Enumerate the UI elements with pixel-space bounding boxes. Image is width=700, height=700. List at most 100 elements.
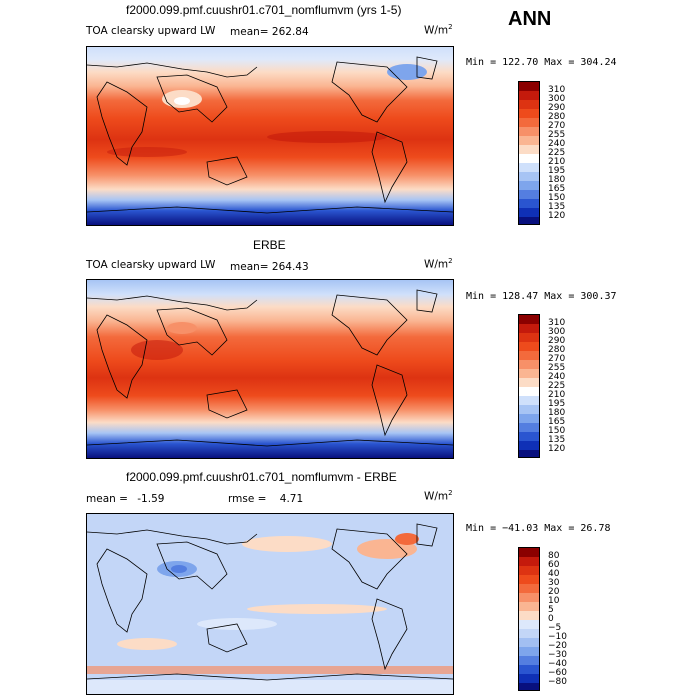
colorbar-segment bbox=[519, 414, 539, 423]
colorbar-segment bbox=[519, 647, 539, 656]
colorbar-tick-label: 180 bbox=[548, 407, 566, 418]
colorbar-segment bbox=[519, 360, 539, 369]
colorbar-tick-label: 180 bbox=[548, 174, 566, 185]
panel-2-units: W/m2 bbox=[424, 257, 453, 271]
colorbar-segment bbox=[519, 199, 539, 208]
panel-2-mean-label: mean= bbox=[230, 261, 269, 273]
panel-1-mean: mean= 262.84 bbox=[230, 26, 309, 38]
colorbar-segment bbox=[519, 136, 539, 145]
colorbar-segment bbox=[519, 665, 539, 674]
colorbar-tick-label: 30 bbox=[548, 577, 560, 588]
colorbar-tick-label: −80 bbox=[548, 676, 567, 687]
colorbar-segment bbox=[519, 333, 539, 342]
colorbar-tick-label: −10 bbox=[548, 631, 567, 642]
panel-1-pacific-band bbox=[267, 131, 387, 143]
colorbar-tick-label: −20 bbox=[548, 640, 567, 651]
panel-2-variable: TOA clearsky upward LW bbox=[86, 259, 216, 271]
panel-1-title: f2000.099.pmf.cuushr01.c701_nomflumvm (y… bbox=[126, 3, 402, 17]
colorbar-segment bbox=[519, 423, 539, 432]
panel-3-title: f2000.099.pmf.cuushr01.c701_nomflumvm - … bbox=[126, 470, 397, 484]
colorbar-tick-label: 290 bbox=[548, 335, 566, 346]
colorbar-segment bbox=[519, 638, 539, 647]
colorbar-segment bbox=[519, 548, 539, 557]
colorbar-tick-label: 255 bbox=[548, 362, 566, 373]
colorbar-segment bbox=[519, 190, 539, 199]
colorbar-tick-label: 310 bbox=[548, 84, 566, 95]
panel-2-map bbox=[86, 279, 454, 459]
colorbar-segment bbox=[519, 593, 539, 602]
colorbar-segment bbox=[519, 369, 539, 378]
colorbar-tick-label: 0 bbox=[548, 613, 554, 624]
colorbar-tick-label: 150 bbox=[548, 192, 566, 203]
panel-2-minmax: Min = 128.47 Max = 300.37 bbox=[466, 291, 617, 302]
colorbar-segment bbox=[519, 656, 539, 665]
colorbar-segment bbox=[519, 602, 539, 611]
panel-3-rmse-value: 4.71 bbox=[279, 493, 304, 505]
colorbar-segment bbox=[519, 315, 539, 324]
colorbar-tick-label: 210 bbox=[548, 156, 566, 167]
colorbar-tick-label: 240 bbox=[548, 138, 566, 149]
panel-3-coastlines bbox=[87, 523, 453, 681]
colorbar-tick-label: 80 bbox=[548, 550, 560, 561]
colorbar-tick-label: −30 bbox=[548, 649, 567, 660]
panel-1-units-exp: 2 bbox=[448, 23, 453, 31]
panel-3-diff-patch-a bbox=[242, 536, 332, 552]
colorbar-tick-label: 280 bbox=[548, 344, 566, 355]
colorbar-tick-label: 10 bbox=[548, 595, 560, 606]
colorbar-segment bbox=[519, 575, 539, 584]
colorbar-tick-label: 280 bbox=[548, 111, 566, 122]
colorbar-segment bbox=[519, 450, 539, 457]
colorbar-segment bbox=[519, 324, 539, 333]
colorbar-segment bbox=[519, 566, 539, 575]
panel-1-minmax: Min = 122.70 Max = 304.24 bbox=[466, 57, 617, 68]
colorbar-segment bbox=[519, 396, 539, 405]
panel-3-map bbox=[86, 513, 454, 695]
colorbar-segment bbox=[519, 91, 539, 100]
colorbar-segment bbox=[519, 611, 539, 620]
colorbar-tick-label: 20 bbox=[548, 586, 560, 597]
panel-2-coastlines bbox=[87, 289, 453, 447]
colorbar-segment bbox=[519, 441, 539, 450]
colorbar-tick-label: 40 bbox=[548, 568, 560, 579]
colorbar-segment bbox=[519, 405, 539, 414]
colorbar-tick-label: 195 bbox=[548, 165, 566, 176]
colorbar-tick-label: 135 bbox=[548, 201, 566, 212]
panel-3-diff-patch-c bbox=[395, 533, 419, 545]
colorbar-tick-label: 300 bbox=[548, 93, 566, 104]
colorbar-segment bbox=[519, 109, 539, 118]
panel-3-units-exp: 2 bbox=[448, 489, 453, 497]
colorbar-tick-label: 310 bbox=[548, 317, 566, 328]
panel-3-map-svg bbox=[87, 514, 453, 694]
colorbar-segment bbox=[519, 172, 539, 181]
panel-3-minmax: Min = −41.03 Max = 26.78 bbox=[466, 523, 611, 534]
panel-1-colorbar bbox=[518, 81, 540, 225]
colorbar-segment bbox=[519, 208, 539, 217]
colorbar-tick-label: −60 bbox=[548, 667, 567, 678]
panel-1-units-main: W/m bbox=[424, 24, 449, 37]
colorbar-segment bbox=[519, 181, 539, 190]
colorbar-segment bbox=[519, 432, 539, 441]
colorbar-segment bbox=[519, 351, 539, 360]
colorbar-tick-label: 120 bbox=[548, 443, 566, 454]
panel-3-colorbar bbox=[518, 547, 540, 691]
panel-3-diff-patch-h bbox=[117, 638, 177, 650]
panel-2-tibet-feature bbox=[167, 322, 197, 334]
colorbar-tick-label: 290 bbox=[548, 102, 566, 113]
colorbar-segment bbox=[519, 127, 539, 136]
colorbar-segment bbox=[519, 342, 539, 351]
colorbar-tick-label: −5 bbox=[548, 622, 562, 633]
colorbar-segment bbox=[519, 378, 539, 387]
panel-1-coastlines bbox=[87, 56, 453, 214]
colorbar-segment bbox=[519, 145, 539, 154]
panel-2-field bbox=[87, 280, 453, 458]
panel-3-diff-south bbox=[87, 680, 453, 694]
colorbar-tick-label: 150 bbox=[548, 425, 566, 436]
colorbar-tick-label: 120 bbox=[548, 210, 566, 221]
colorbar-segment bbox=[519, 387, 539, 396]
colorbar-tick-label: 225 bbox=[548, 147, 566, 158]
panel-3-mean-value: -1.59 bbox=[137, 493, 165, 505]
colorbar-segment bbox=[519, 118, 539, 127]
panel-3-rmse: rmse = 4.71 bbox=[228, 493, 303, 505]
colorbar-tick-label: 5 bbox=[548, 604, 554, 615]
colorbar-segment bbox=[519, 163, 539, 172]
